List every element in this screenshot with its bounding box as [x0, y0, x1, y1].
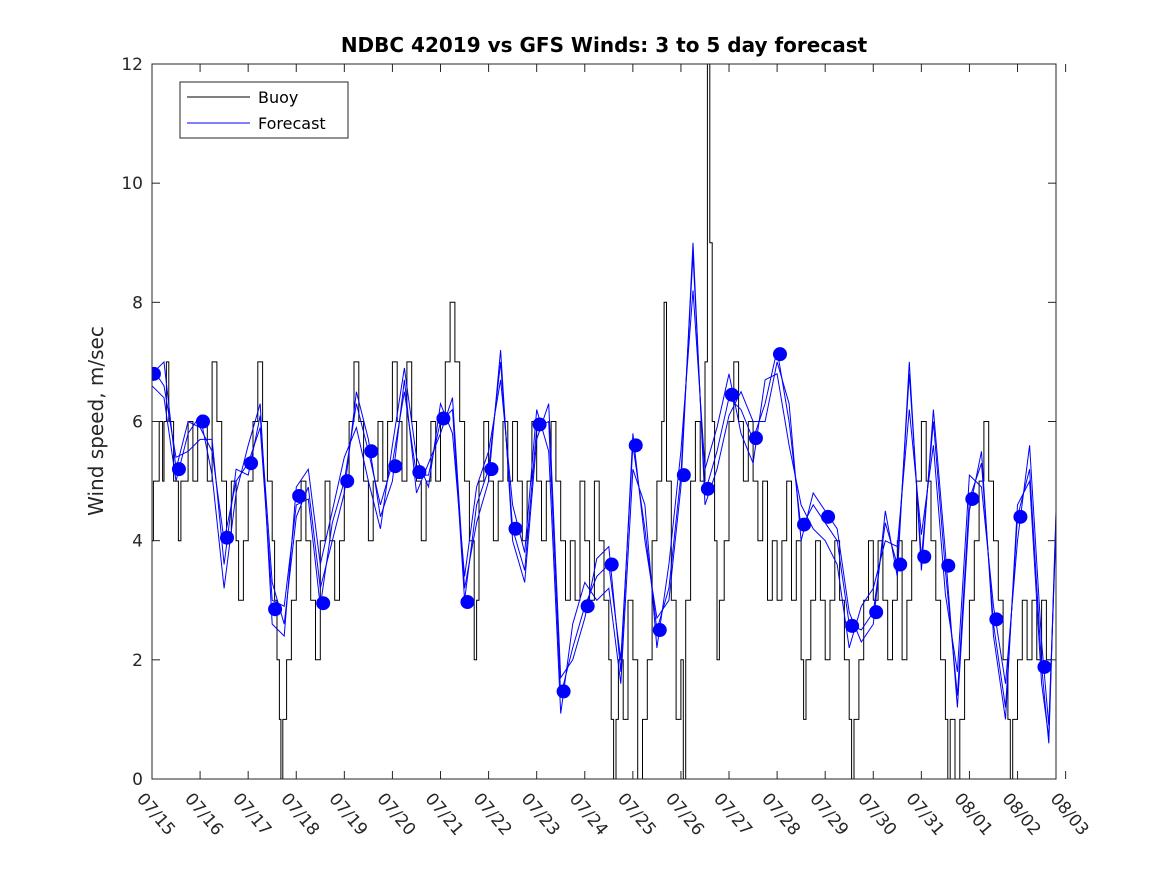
forecast-point	[1013, 509, 1028, 524]
y-tick-label: 12	[121, 55, 143, 75]
legend-box	[179, 81, 349, 139]
legend-label-buoy: Buoy	[258, 88, 298, 107]
forecast-point	[532, 417, 547, 432]
forecast-point	[388, 459, 403, 474]
forecast-point	[604, 557, 619, 572]
forecast-point	[652, 623, 667, 638]
x-tick-label: 07/15	[132, 789, 179, 839]
x-tick-label: 08/02	[998, 789, 1045, 839]
forecast-point	[724, 387, 739, 402]
forecast-point	[220, 530, 235, 545]
y-tick-label: 8	[132, 293, 143, 313]
x-tick-label: 07/23	[517, 789, 564, 839]
forecast-point	[412, 465, 427, 480]
series-line-forecast-member-2	[152, 290, 1056, 726]
forecast-point	[556, 684, 571, 699]
y-axis-label: Wind speed, m/sec	[84, 326, 108, 516]
y-tick-label: 10	[121, 174, 143, 194]
legend-label-forecast: Forecast	[258, 114, 326, 133]
x-tick-label: 07/26	[661, 789, 708, 839]
x-axis-ticks: 07/15 07/16 07/17 07/18 07/19 07/20 07/21 07/22…	[132, 64, 1093, 840]
forecast-point	[580, 599, 595, 614]
y-tick-label: 0	[132, 770, 143, 790]
x-tick-label: 08/01	[950, 789, 997, 839]
forecast-point	[268, 602, 283, 617]
x-tick-label: 07/31	[902, 789, 949, 839]
series-layer	[152, 64, 1056, 779]
forecast-point	[869, 605, 884, 620]
x-tick-label: 07/17	[228, 789, 275, 839]
x-tick-label: 07/27	[709, 789, 756, 839]
x-tick-label: 07/22	[469, 789, 516, 839]
x-tick-label: 07/20	[373, 789, 420, 839]
forecast-point	[171, 462, 186, 477]
forecast-point	[195, 414, 210, 429]
forecast-point	[244, 456, 259, 471]
series-line-forecast	[152, 254, 1056, 744]
forecast-point	[989, 612, 1004, 627]
forecast-point	[772, 347, 787, 362]
forecast-point	[340, 474, 355, 489]
forecast-point	[460, 595, 475, 610]
x-tick-label: 07/24	[565, 789, 612, 839]
series-line-forecast-member-3	[152, 242, 1056, 738]
x-tick-label: 07/16	[180, 789, 227, 839]
x-tick-label: 07/25	[613, 789, 660, 839]
y-tick-label: 4	[132, 532, 143, 552]
forecast-point	[364, 444, 379, 459]
forecast-point	[436, 411, 451, 426]
x-tick-label: 08/03	[1046, 789, 1093, 839]
forecast-point	[748, 431, 763, 446]
chart-title: NDBC 42019 vs GFS Winds: 3 to 5 day fore…	[341, 33, 868, 57]
forecast-point	[508, 521, 523, 536]
series-line-buoy	[152, 64, 1052, 779]
legend: Buoy Forecast	[179, 81, 349, 139]
plot-frame	[151, 63, 1057, 780]
forecast-point	[941, 558, 956, 573]
forecast-point	[797, 517, 812, 532]
forecast-point	[700, 481, 715, 496]
forecast-point	[917, 549, 932, 564]
x-tick-label: 07/30	[853, 789, 900, 839]
y-tick-label: 6	[132, 413, 143, 433]
forecast-point	[628, 438, 643, 453]
forecast-point	[292, 488, 307, 503]
forecast-point	[893, 557, 908, 572]
x-tick-label: 07/21	[421, 789, 468, 839]
forecast-point	[845, 618, 860, 633]
x-tick-label: 07/29	[805, 789, 852, 839]
x-tick-label: 07/19	[325, 789, 372, 839]
forecast-point	[1037, 659, 1052, 674]
forecast-point	[676, 468, 691, 483]
x-tick-label: 07/18	[276, 789, 323, 839]
y-axis-ticks: 0 2 4 6 8 10 12	[121, 55, 1056, 790]
forecast-point	[152, 366, 161, 381]
forecast-point	[821, 509, 836, 524]
y-tick-label: 2	[132, 651, 143, 671]
forecast-point	[316, 596, 331, 611]
forecast-point	[965, 491, 980, 506]
forecast-point	[484, 462, 499, 477]
x-tick-label: 07/28	[757, 789, 804, 839]
